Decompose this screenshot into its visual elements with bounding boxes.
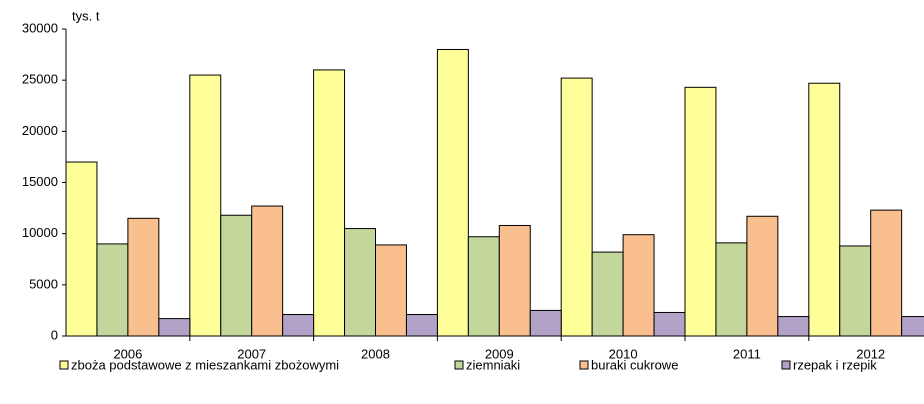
bar [65,161,98,337]
legend-label: zboża podstawowe z mieszankami zbożowymi [71,357,339,372]
legend-swatch [454,360,464,370]
y-tick-label: 10000 [22,225,58,240]
legend-label: rzepak i rzepik [793,357,877,372]
legend-label: ziemniaki [466,357,520,372]
x-tick-label: 2012 [856,346,885,361]
y-tick-label: 0 [51,327,58,342]
y-tick-label: 5000 [29,276,58,291]
bar [591,251,624,337]
bar [282,314,315,337]
bar [715,242,748,337]
legend-swatch [579,360,589,370]
bar [344,228,376,337]
bar [808,82,841,337]
bar [127,217,160,337]
legend-label: buraki cukrowe [591,357,678,372]
x-tick-label: 2006 [113,346,142,361]
bar [158,318,191,337]
x-tick-label: 2009 [485,346,514,361]
y-tick-label: 30000 [22,20,58,35]
legend-swatch [59,360,69,370]
bar [405,314,438,337]
bar [622,234,655,337]
bar [436,48,469,337]
bar [251,205,284,337]
bar [777,316,810,337]
bar [313,69,346,337]
bar [96,243,129,337]
y-tick-label: 20000 [22,123,58,138]
x-tick-label: 2007 [237,346,266,361]
bar [189,74,222,337]
bar [839,245,872,337]
bar [375,244,407,337]
x-tick-label: 2010 [609,346,638,361]
y-tick-label: 25000 [22,72,58,87]
y-unit-label: tys. t [72,8,100,23]
bar [498,224,531,337]
y-tick-label: 15000 [22,174,58,189]
bar [220,214,253,337]
legend-swatch [781,360,791,370]
bar [467,236,500,337]
bar [529,309,562,337]
bar [870,209,903,337]
bar [746,215,779,337]
bar [684,86,717,337]
x-tick-label: 2011 [733,346,761,361]
x-tick-label: 2008 [361,346,390,361]
bar [653,311,686,337]
bar [560,77,593,337]
bar [901,316,924,337]
